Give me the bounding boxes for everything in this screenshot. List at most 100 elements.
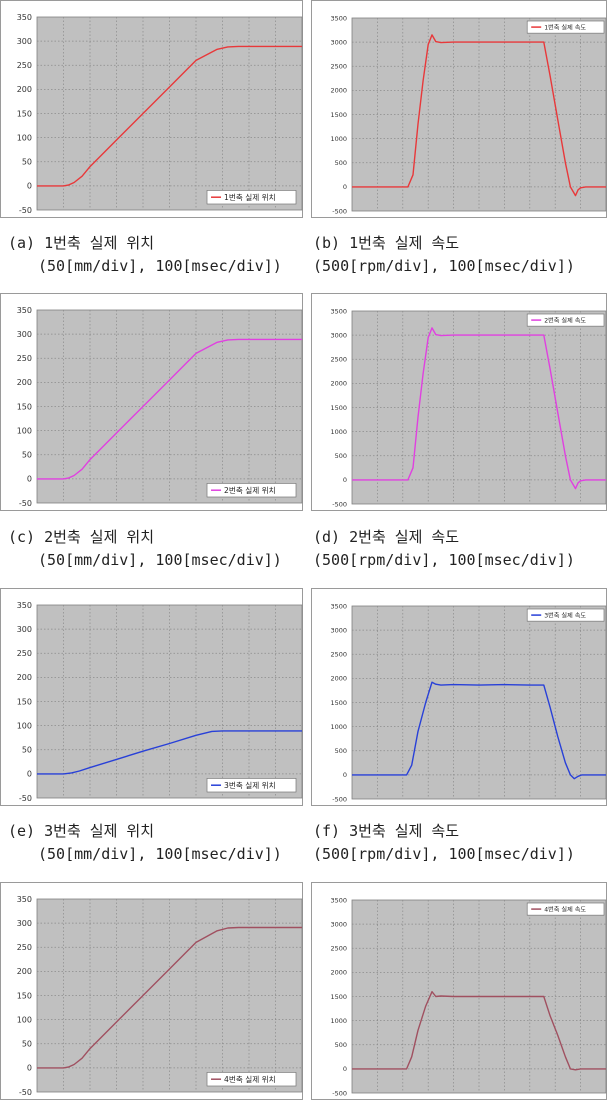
y-tick-label: 50 — [22, 451, 32, 460]
caption-f-line2: (500[rpm/div], 100[msec/div]) — [313, 845, 575, 863]
y-tick-label: -50 — [19, 499, 32, 508]
chart-panel-c: 350 300 250 200 150 100 50 0 -50 2번축 실제 위치 — [0, 293, 303, 511]
y-tick-label: 2000 — [330, 380, 347, 388]
chart-b-svg: 3500 3000 2500 2000 1500 1000 500 0 -500 1번축 실제 속… — [330, 14, 607, 215]
caption-c-line1: (c) 2번축 실제 위치 — [8, 528, 155, 546]
y-tick-label: 0 — [27, 182, 32, 191]
legend: 3번축 실제 위치 — [206, 778, 297, 793]
y-tick-label: 500 — [335, 159, 347, 167]
chart-panel-b: 3500 3000 2500 2000 1500 1000 500 0 -500 1번축 실제 속… — [311, 0, 607, 218]
y-tick-label: 2500 — [330, 63, 347, 71]
caption-d-line1: (d) 2번축 실제 속도 — [313, 528, 460, 546]
chart-panel-a: 350 300 250 200 150 100 50 0 -50 1번축 실제 위치 — [0, 0, 303, 218]
legend-label: 1번축 실제 위치 — [224, 192, 276, 202]
y-tick-label: 0 — [27, 770, 32, 779]
legend: 1번축 실제 위치 — [206, 190, 297, 205]
legend-box — [526, 902, 605, 916]
legend-box — [526, 313, 605, 327]
chart-panel-f: 3500 3000 2500 2000 1500 1000 500 0 -500 3번축 실제 속… — [311, 588, 607, 806]
caption-b-line2: (500[rpm/div], 100[msec/div]) — [313, 257, 575, 275]
chart-f-svg: 3500 3000 2500 2000 1500 1000 500 0 -500 3번축 실제 속… — [330, 602, 607, 803]
chart-e-svg: 350 300 250 200 150 100 50 0 -50 3번축 실제 위치 — [17, 601, 303, 803]
y-tick-label: 250 — [17, 61, 32, 70]
y-tick-label: 1000 — [330, 1017, 347, 1025]
series-line — [37, 338, 302, 480]
legend-label: 4번축 실제 위치 — [224, 1074, 276, 1084]
y-tick-label: 1500 — [330, 993, 347, 1001]
chart-d-svg: 3500 3000 2500 2000 1500 1000 500 0 -500 2번축 실제 속… — [330, 307, 607, 508]
y-tick-label: 0 — [343, 476, 347, 484]
caption-e-line2: (50[mm/div], 100[msec/div]) — [38, 845, 282, 863]
legend: 4번축 실제 위치 — [206, 1072, 297, 1087]
y-tick-label: 250 — [17, 943, 32, 952]
y-tick-label: 0 — [343, 183, 347, 191]
y-tick-label: 50 — [22, 746, 32, 755]
y-tick-label: 2500 — [330, 651, 347, 659]
y-tick-label: 200 — [17, 967, 32, 976]
y-tick-label: 0 — [343, 1065, 347, 1073]
y-tick-label: -50 — [19, 206, 32, 215]
legend-box — [526, 608, 605, 622]
y-tick-label: 0 — [27, 1064, 32, 1073]
y-tick-label: 0 — [27, 475, 32, 484]
y-tick-label: 3000 — [330, 920, 347, 928]
y-tick-label: 3500 — [330, 602, 347, 610]
y-tick-label: 50 — [22, 158, 32, 167]
y-tick-label: 3000 — [330, 626, 347, 634]
y-tick-label: 1000 — [330, 428, 347, 436]
y-tick-label: 1500 — [330, 111, 347, 119]
y-tick-label: -500 — [332, 795, 347, 803]
y-tick-label: 3000 — [330, 38, 347, 46]
legend: 1번축 실제 속도 — [526, 20, 605, 34]
y-tick-label: 200 — [17, 673, 32, 682]
chart-a-svg: 350 300 250 200 150 100 50 0 -50 1번축 실제 위치 — [17, 13, 303, 215]
y-tick-label: 150 — [17, 109, 32, 118]
y-tick-label: 150 — [17, 991, 32, 1000]
y-tick-label: 2000 — [330, 87, 347, 95]
legend: 2번축 실제 위치 — [206, 483, 297, 498]
y-tick-label: 3500 — [330, 896, 347, 904]
legend-box — [206, 1072, 297, 1087]
legend: 2번축 실제 속도 — [526, 313, 605, 327]
y-tick-label: 350 — [17, 13, 32, 22]
series-line — [352, 34, 606, 197]
legend: 4번축 실제 속도 — [526, 902, 605, 916]
caption-e-line1: (e) 3번축 실제 위치 — [8, 822, 155, 840]
y-tick-label: 1000 — [330, 135, 347, 143]
caption-b-line1: (b) 1번축 실제 속도 — [313, 234, 460, 252]
caption-a-line1: (a) 1번축 실제 위치 — [8, 234, 155, 252]
y-tick-label: -500 — [332, 207, 347, 215]
y-tick-label: 3000 — [330, 331, 347, 339]
y-tick-label: -500 — [332, 500, 347, 508]
series-line — [352, 327, 606, 490]
y-tick-label: -50 — [19, 794, 32, 803]
y-tick-label: 50 — [22, 1040, 32, 1049]
y-tick-label: 0 — [343, 771, 347, 779]
legend-label: 3번축 실제 위치 — [224, 780, 276, 790]
legend: 3번축 실제 속도 — [526, 608, 605, 622]
legend-label: 2번축 실제 위치 — [224, 485, 276, 495]
y-tick-label: 1000 — [330, 723, 347, 731]
series-line — [37, 926, 302, 1069]
series-line — [37, 45, 302, 187]
caption-f-line1: (f) 3번축 실제 속도 — [313, 822, 460, 840]
legend-box — [206, 483, 297, 498]
y-tick-label: 300 — [17, 330, 32, 339]
y-tick-label: 1500 — [330, 699, 347, 707]
chart-c-svg: 350 300 250 200 150 100 50 0 -50 2번축 실제 위치 — [17, 306, 303, 508]
y-tick-label: 500 — [335, 452, 347, 460]
y-tick-label: 250 — [17, 649, 32, 658]
y-tick-label: 2000 — [330, 969, 347, 977]
y-tick-label: 3500 — [330, 14, 347, 22]
y-tick-label: -50 — [19, 1088, 32, 1097]
y-tick-label: 500 — [335, 747, 347, 755]
chart-h-svg: 3500 3000 2500 2000 1500 1000 500 0 -500 4번축 실제 속… — [330, 896, 607, 1097]
y-tick-label: 300 — [17, 37, 32, 46]
chart-panel-h: 3500 3000 2500 2000 1500 1000 500 0 -500 4번축 실제 속… — [311, 882, 607, 1100]
caption-c-line2: (50[mm/div], 100[msec/div]) — [38, 551, 282, 569]
legend-label: 4번축 실제 속도 — [544, 905, 586, 913]
caption-d-line2: (500[rpm/div], 100[msec/div]) — [313, 551, 575, 569]
y-tick-label: 2500 — [330, 945, 347, 953]
y-tick-label: 100 — [17, 133, 32, 142]
y-tick-label: 300 — [17, 625, 32, 634]
